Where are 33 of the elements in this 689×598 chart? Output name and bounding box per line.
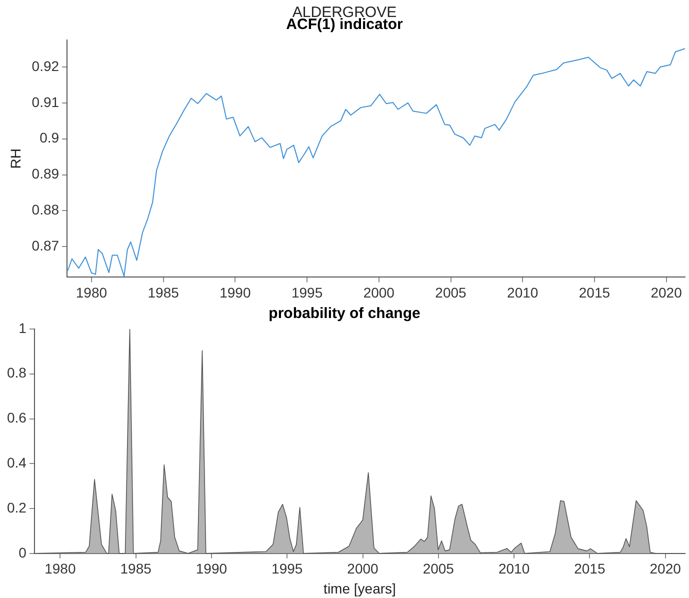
x-tick-label: 1985 [120,560,152,577]
x-tick-label: 1985 [148,284,180,300]
y-tick-label: 0.87 [32,238,60,254]
x-tick-label: 1990 [196,560,228,577]
y-tick-label: 0 [18,544,27,560]
y-tick-label: 0.4 [6,454,27,470]
chart-title: probability of change [268,305,420,322]
x-tick-label: 1995 [272,560,303,577]
x-tick-label: 2005 [422,560,454,577]
y-tick-label: 0.89 [32,166,60,182]
x-tick-label: 1990 [220,284,251,300]
x-tick-label: 2015 [578,284,610,300]
x-tick-label: 2005 [435,284,467,300]
y-tick-label: 1 [18,320,27,336]
y-tick-label: 0.92 [32,58,60,74]
y-tick-label: 0.2 [6,499,27,516]
x-tick-label: 2010 [507,284,538,300]
x-tick-label: 2000 [347,560,379,577]
y-tick-label: 0.8 [6,364,27,381]
y-tick-label: 0.91 [32,94,60,110]
y-tick-label: 0.9 [40,130,60,146]
x-tick-label: 1980 [44,560,76,577]
y-axis-title: RH [7,148,24,169]
x-tick-label: 2015 [574,560,606,577]
x-tick-label: 2010 [498,560,530,577]
x-tick-label: 1995 [291,284,323,300]
x-tick-label: 2020 [650,560,682,577]
x-tick-label: 2000 [363,284,395,300]
x-tick-label: 1980 [76,284,108,300]
x-axis-title: time [years] [324,580,396,596]
y-tick-label: 0.88 [32,202,60,218]
x-tick-label: 2020 [650,284,682,300]
y-tick-label: 0.6 [6,410,27,426]
